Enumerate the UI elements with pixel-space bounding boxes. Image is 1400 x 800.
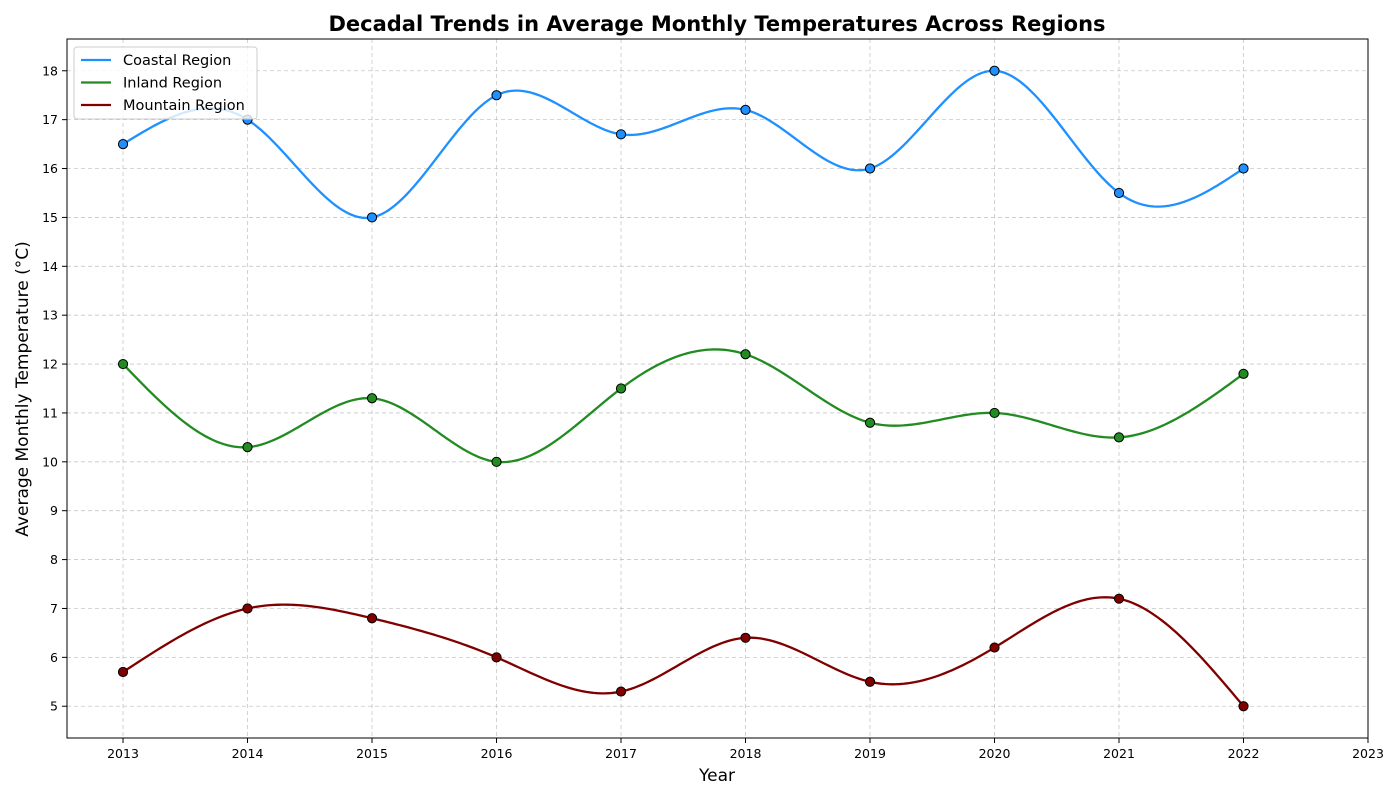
data-point — [989, 65, 1000, 76]
series-points — [117, 349, 1249, 467]
data-point — [864, 676, 876, 687]
series-inland-region — [122, 348, 1245, 464]
data-point — [117, 358, 129, 370]
y-axis-label: Average Monthly Temperature (°C) — [13, 241, 33, 536]
series-points — [117, 65, 1249, 223]
y-tick-label: 17 — [42, 112, 58, 127]
data-point — [615, 383, 627, 394]
x-tick-label: 2020 — [979, 746, 1011, 761]
data-point — [989, 642, 1000, 653]
data-point — [740, 104, 751, 115]
y-tick-label: 15 — [42, 210, 58, 225]
series-points — [117, 593, 1249, 712]
data-point — [366, 613, 378, 624]
x-tick-label: 2018 — [730, 746, 762, 761]
grid — [67, 39, 1369, 738]
legend-label: Inland Region — [123, 76, 222, 92]
y-tick-label: 11 — [42, 405, 58, 420]
data-point — [989, 407, 1000, 419]
data-point — [366, 393, 378, 404]
y-tick-label: 16 — [42, 161, 58, 176]
plot-frame — [66, 38, 1369, 739]
data-point — [366, 212, 378, 223]
series-line — [122, 69, 1245, 220]
series-layer — [117, 65, 1249, 712]
x-tick-label: 2015 — [356, 746, 388, 761]
data-point — [740, 349, 751, 360]
series-line — [122, 348, 1245, 464]
y-tick-label: 18 — [42, 63, 58, 78]
x-tick-label: 2016 — [481, 746, 513, 761]
y-tick-label: 12 — [42, 357, 58, 372]
data-point — [491, 456, 502, 467]
y-tick-label: 13 — [42, 308, 58, 323]
data-point — [242, 442, 253, 453]
data-point — [242, 603, 253, 614]
data-point — [117, 138, 129, 150]
y-tick-label: 7 — [50, 601, 58, 616]
data-point — [1238, 701, 1249, 712]
data-point — [864, 163, 876, 174]
data-point — [1113, 432, 1125, 443]
legend-label: Coastal Region — [123, 53, 231, 69]
data-point — [117, 666, 129, 678]
data-point — [1238, 368, 1249, 379]
chart-title: Decadal Trends in Average Monthly Temper… — [328, 12, 1105, 36]
x-tick-label: 2014 — [232, 746, 264, 761]
series-line — [122, 596, 1245, 707]
data-point — [615, 686, 627, 697]
data-point — [615, 129, 627, 140]
series-mountain-region — [122, 596, 1245, 707]
y-tick-label: 9 — [50, 503, 58, 518]
legend: Coastal Region Inland Region Mountain Regi… — [73, 46, 258, 120]
data-point — [864, 417, 876, 428]
y-tick-label: 6 — [50, 650, 58, 665]
legend-box — [73, 46, 258, 120]
series-coastal-region — [122, 69, 1245, 220]
data-point — [1238, 163, 1249, 174]
y-tick-label: 14 — [42, 259, 58, 274]
x-axis-label: Year — [698, 766, 735, 786]
x-tick-label: 2017 — [605, 746, 637, 761]
data-point — [491, 90, 502, 101]
axis-ticks: 2013 2014 2015 2016 2017 2018 2019 2020 2021 2022… — [42, 63, 1384, 761]
y-tick-label: 8 — [50, 552, 58, 567]
data-point — [491, 652, 502, 663]
x-tick-label: 2013 — [107, 746, 139, 761]
x-tick-label: 2022 — [1228, 746, 1260, 761]
data-point — [740, 632, 751, 643]
legend-label: Mountain Region — [123, 98, 245, 114]
data-point — [1113, 593, 1125, 604]
x-tick-label: 2021 — [1103, 746, 1135, 761]
y-tick-label: 10 — [42, 454, 58, 469]
x-tick-label: 2019 — [854, 746, 886, 761]
x-tick-label: 2023 — [1352, 746, 1384, 761]
y-tick-label: 5 — [50, 699, 58, 714]
data-point — [1113, 187, 1125, 199]
